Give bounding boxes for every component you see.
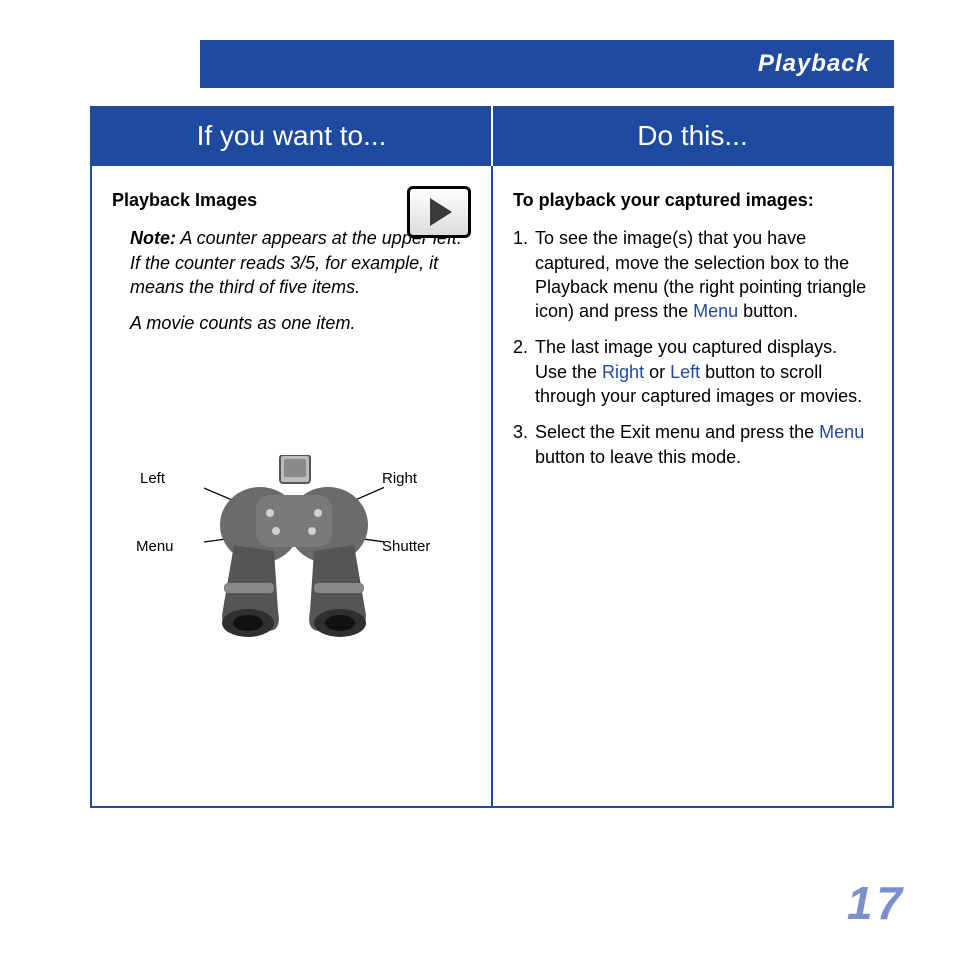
step-3: Select the Exit menu and press the Menu … bbox=[533, 420, 872, 469]
step-1-text-b: button. bbox=[738, 301, 798, 321]
step-2-text-b: or bbox=[644, 362, 670, 382]
device-diagram: Left Right Menu Shutter bbox=[112, 455, 471, 665]
device-label-shutter: Shutter bbox=[382, 537, 430, 557]
device-label-right: Right bbox=[382, 469, 417, 489]
page-number: 17 bbox=[847, 876, 906, 930]
column-headers-row: If you want to... Do this... bbox=[92, 106, 892, 166]
note-label: Note: bbox=[130, 228, 176, 248]
column-header-right: Do this... bbox=[493, 106, 892, 166]
menu-keyword: Menu bbox=[693, 301, 738, 321]
movie-note: A movie counts as one item. bbox=[130, 311, 471, 335]
right-subheading: To playback your captured images: bbox=[513, 188, 872, 212]
section-header-bar: Playback bbox=[200, 40, 894, 88]
columns-body: Playback Images Note: A counter appears … bbox=[92, 166, 892, 806]
right-keyword: Right bbox=[602, 362, 644, 382]
instruction-table: If you want to... Do this... Playback Im… bbox=[90, 106, 894, 808]
right-column: To playback your captured images: To see… bbox=[493, 166, 892, 806]
column-header-left: If you want to... bbox=[92, 106, 493, 166]
play-triangle-icon bbox=[430, 198, 452, 226]
playback-icon bbox=[407, 186, 471, 238]
section-title: Playback bbox=[758, 50, 870, 78]
steps-list: To see the image(s) that you have captur… bbox=[513, 226, 872, 469]
menu-keyword-2: Menu bbox=[819, 422, 864, 442]
step-1: To see the image(s) that you have captur… bbox=[533, 226, 872, 323]
step-3-text-b: button to leave this mode. bbox=[535, 447, 741, 467]
step-2: The last image you captured displays. Us… bbox=[533, 335, 872, 408]
device-label-left: Left bbox=[140, 469, 165, 489]
manual-page: Playback If you want to... Do this... Pl… bbox=[0, 0, 954, 954]
note-text: A counter appears at the upper left. If … bbox=[130, 228, 462, 297]
device-label-menu: Menu bbox=[136, 537, 174, 557]
binocular-device-icon bbox=[204, 455, 384, 655]
step-3-text-a: Select the Exit menu and press the bbox=[535, 422, 819, 442]
left-column: Playback Images Note: A counter appears … bbox=[92, 166, 493, 806]
left-keyword: Left bbox=[670, 362, 700, 382]
